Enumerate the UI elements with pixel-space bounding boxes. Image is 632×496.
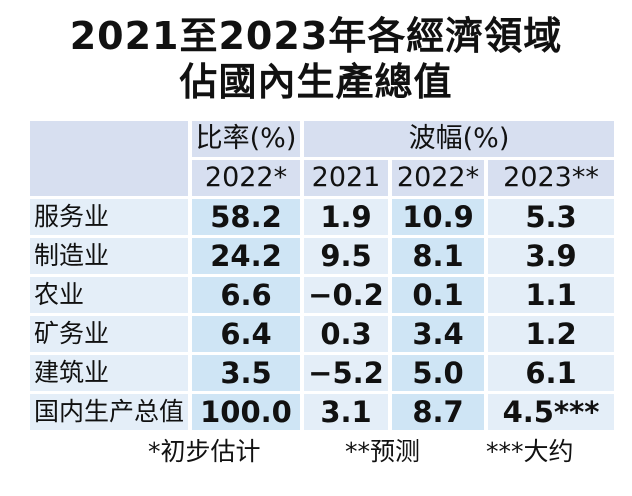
cell-change-2021: 9.5 bbox=[304, 238, 388, 274]
cell-change-2021: −0.2 bbox=[304, 277, 388, 313]
cell-change-2021: 1.9 bbox=[304, 199, 388, 235]
header-row-years: 2022* 2021 2022* 2023** bbox=[30, 160, 615, 196]
table-row: 农业 6.6 −0.2 0.1 1.1 bbox=[30, 277, 615, 313]
cell-share: 3.5 bbox=[192, 355, 300, 391]
title-line-1: 2021至2023年各經濟領域 bbox=[69, 14, 563, 58]
footnote-preliminary: *初步估计 bbox=[148, 437, 261, 466]
header-share-group: 比率(%) bbox=[192, 121, 300, 157]
gdp-table: 比率(%) 波幅(%) 2022* 2021 2022* 2023** 服务业 … bbox=[26, 118, 618, 433]
cell-share: 58.2 bbox=[192, 199, 300, 235]
footnote-forecast: **预测 bbox=[345, 437, 421, 466]
cell-change-2023: 1.1 bbox=[488, 277, 615, 313]
header-corner bbox=[30, 121, 188, 196]
row-label: 服务业 bbox=[30, 199, 188, 235]
cell-share: 24.2 bbox=[192, 238, 300, 274]
cell-change-2022: 0.1 bbox=[392, 277, 484, 313]
table-row: 国内生产总值 100.0 3.1 8.7 4.5*** bbox=[30, 394, 615, 430]
header-change-year-2021: 2021 bbox=[304, 160, 388, 196]
cell-share: 6.4 bbox=[192, 316, 300, 352]
cell-change-2023: 1.2 bbox=[488, 316, 615, 352]
table-row: 制造业 24.2 9.5 8.1 3.9 bbox=[30, 238, 615, 274]
table-row: 矿务业 6.4 0.3 3.4 1.2 bbox=[30, 316, 615, 352]
footnote-approx: ***大约 bbox=[486, 437, 574, 466]
cell-change-2021: −5.2 bbox=[304, 355, 388, 391]
header-change-year-2023: 2023** bbox=[488, 160, 615, 196]
row-label: 建筑业 bbox=[30, 355, 188, 391]
cell-change-2022: 8.1 bbox=[392, 238, 484, 274]
table-row: 建筑业 3.5 −5.2 5.0 6.1 bbox=[30, 355, 615, 391]
cell-change-2021: 0.3 bbox=[304, 316, 388, 352]
cell-change-2023: 6.1 bbox=[488, 355, 615, 391]
table-row: 服务业 58.2 1.9 10.9 5.3 bbox=[30, 199, 615, 235]
row-label: 制造业 bbox=[30, 238, 188, 274]
cell-change-2023: 5.3 bbox=[488, 199, 615, 235]
cell-share: 100.0 bbox=[192, 394, 300, 430]
cell-change-2022: 8.7 bbox=[392, 394, 484, 430]
cell-share: 6.6 bbox=[192, 277, 300, 313]
header-row-groups: 比率(%) 波幅(%) bbox=[30, 121, 615, 196]
cell-change-2022: 3.4 bbox=[392, 316, 484, 352]
row-label: 农业 bbox=[30, 277, 188, 313]
row-label: 国内生产总值 bbox=[30, 394, 188, 430]
cell-change-2022: 5.0 bbox=[392, 355, 484, 391]
cell-change-2021: 3.1 bbox=[304, 394, 388, 430]
header-change-group: 波幅(%) bbox=[304, 121, 615, 157]
cell-change-2023: 4.5*** bbox=[488, 394, 615, 430]
title-line-2: 佔國內生產總值 bbox=[179, 60, 453, 104]
row-label: 矿务业 bbox=[30, 316, 188, 352]
cell-change-2022: 10.9 bbox=[392, 199, 484, 235]
header-change-year-2022: 2022* bbox=[392, 160, 484, 196]
header-share-year: 2022* bbox=[192, 160, 300, 196]
cell-change-2023: 3.9 bbox=[488, 238, 615, 274]
